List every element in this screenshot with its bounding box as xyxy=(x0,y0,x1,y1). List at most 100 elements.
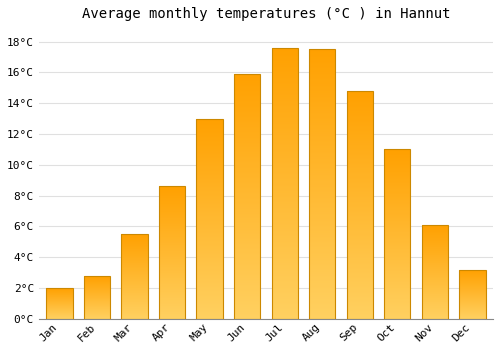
Bar xyxy=(196,289,223,290)
Bar xyxy=(346,156,373,157)
Bar xyxy=(272,122,298,124)
Bar xyxy=(346,249,373,251)
Bar xyxy=(346,138,373,139)
Bar xyxy=(196,190,223,191)
Bar xyxy=(384,276,410,278)
Bar xyxy=(159,283,185,284)
Bar xyxy=(272,305,298,307)
Bar xyxy=(272,163,298,164)
Bar xyxy=(272,139,298,140)
Bar xyxy=(384,162,410,163)
Bar xyxy=(122,259,148,260)
Bar xyxy=(346,281,373,282)
Bar xyxy=(384,215,410,216)
Bar xyxy=(384,204,410,205)
Bar xyxy=(346,121,373,122)
Bar xyxy=(159,251,185,252)
Bar xyxy=(384,297,410,298)
Bar xyxy=(422,295,448,296)
Bar xyxy=(159,293,185,294)
Bar xyxy=(234,307,260,308)
Bar xyxy=(384,201,410,202)
Bar xyxy=(159,308,185,309)
Bar xyxy=(196,212,223,213)
Bar xyxy=(346,128,373,130)
Bar xyxy=(346,147,373,148)
Bar xyxy=(309,200,336,202)
Bar xyxy=(346,277,373,278)
Bar xyxy=(422,303,448,304)
Bar xyxy=(196,208,223,209)
Bar xyxy=(384,149,410,319)
Bar xyxy=(196,239,223,240)
Bar xyxy=(159,244,185,245)
Bar xyxy=(234,183,260,184)
Bar xyxy=(159,282,185,283)
Bar xyxy=(346,146,373,147)
Bar xyxy=(272,124,298,125)
Bar xyxy=(384,158,410,159)
Bar xyxy=(309,265,336,266)
Bar xyxy=(422,276,448,277)
Bar xyxy=(384,286,410,287)
Bar xyxy=(234,171,260,172)
Bar xyxy=(196,200,223,201)
Bar xyxy=(159,233,185,234)
Bar xyxy=(122,262,148,263)
Bar xyxy=(196,160,223,161)
Bar xyxy=(346,206,373,207)
Bar xyxy=(422,290,448,291)
Bar xyxy=(196,129,223,130)
Bar xyxy=(159,242,185,243)
Bar xyxy=(196,276,223,277)
Bar xyxy=(196,143,223,144)
Bar xyxy=(309,180,336,181)
Bar xyxy=(272,231,298,232)
Bar xyxy=(196,150,223,151)
Bar xyxy=(346,272,373,273)
Bar xyxy=(309,239,336,241)
Bar xyxy=(234,289,260,291)
Bar xyxy=(234,169,260,171)
Bar xyxy=(422,265,448,266)
Bar xyxy=(159,270,185,271)
Bar xyxy=(346,302,373,303)
Bar xyxy=(346,284,373,285)
Bar xyxy=(122,282,148,283)
Bar xyxy=(346,166,373,167)
Bar xyxy=(234,201,260,203)
Bar xyxy=(422,289,448,290)
Bar xyxy=(384,236,410,237)
Bar xyxy=(422,245,448,246)
Bar xyxy=(234,215,260,216)
Bar xyxy=(196,248,223,249)
Bar xyxy=(422,283,448,284)
Bar xyxy=(346,239,373,240)
Bar xyxy=(196,179,223,180)
Bar xyxy=(384,192,410,193)
Bar xyxy=(346,163,373,164)
Bar xyxy=(196,284,223,285)
Bar xyxy=(159,247,185,248)
Bar xyxy=(122,284,148,285)
Bar xyxy=(422,237,448,238)
Bar xyxy=(384,155,410,156)
Bar xyxy=(346,208,373,210)
Bar xyxy=(272,317,298,319)
Bar xyxy=(272,240,298,241)
Bar xyxy=(196,152,223,153)
Bar xyxy=(234,117,260,118)
Bar xyxy=(159,232,185,233)
Bar xyxy=(384,275,410,276)
Bar xyxy=(272,216,298,217)
Bar xyxy=(346,230,373,231)
Bar xyxy=(272,274,298,275)
Bar xyxy=(346,171,373,172)
Bar xyxy=(196,156,223,157)
Bar xyxy=(234,113,260,114)
Bar xyxy=(272,223,298,224)
Bar xyxy=(272,312,298,314)
Bar xyxy=(272,60,298,61)
Bar xyxy=(196,240,223,241)
Bar xyxy=(122,313,148,314)
